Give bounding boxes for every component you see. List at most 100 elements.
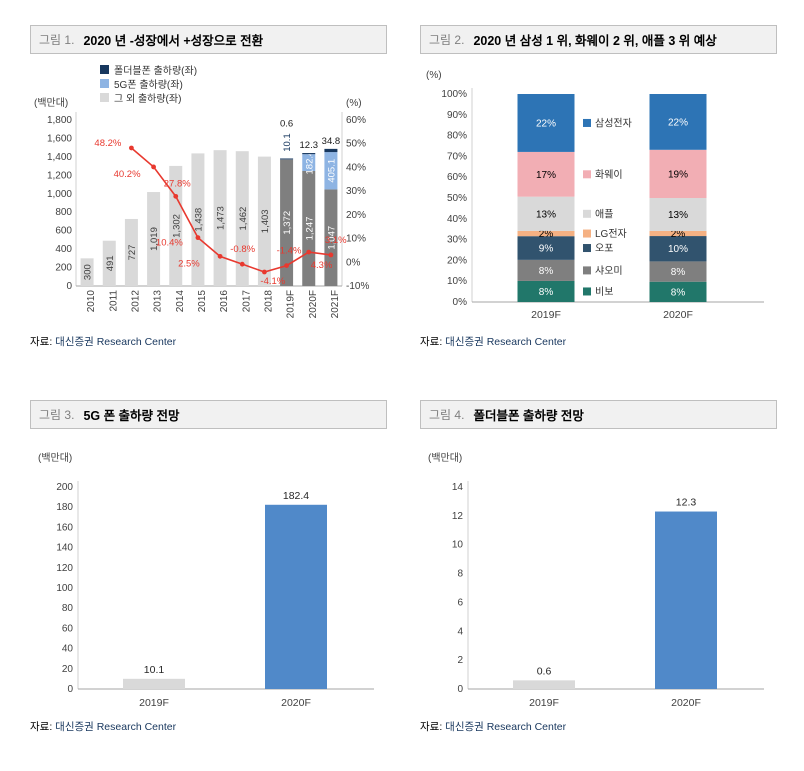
svg-text:8%: 8% xyxy=(539,266,554,277)
svg-text:13%: 13% xyxy=(668,210,688,221)
svg-text:60: 60 xyxy=(62,623,74,634)
svg-text:2020F: 2020F xyxy=(281,697,311,709)
svg-text:2018: 2018 xyxy=(263,290,274,313)
svg-text:2%: 2% xyxy=(539,229,554,240)
오포-swatch-icon xyxy=(583,244,591,253)
svg-text:40: 40 xyxy=(62,644,74,655)
svg-text:10.1: 10.1 xyxy=(144,664,165,676)
svg-text:10.1: 10.1 xyxy=(282,133,293,152)
svg-text:2020F: 2020F xyxy=(671,697,701,709)
svg-text:2019F: 2019F xyxy=(531,309,561,321)
svg-text:2013: 2013 xyxy=(153,290,164,313)
svg-text:애플: 애플 xyxy=(595,208,613,220)
figure4-tag: 그림 4. xyxy=(429,408,465,422)
svg-text:8%: 8% xyxy=(671,287,686,298)
LG전자-swatch-icon xyxy=(583,229,591,238)
svg-text:2016: 2016 xyxy=(219,290,230,313)
svg-text:50%: 50% xyxy=(447,193,467,204)
svg-text:1,047: 1,047 xyxy=(326,226,337,250)
chart2-bars: 8% 8% 9% 2% 13% 17% 22% 8% 8% 10% 2% 13% 19% 22% xyxy=(517,94,707,302)
svg-text:(%): (%) xyxy=(346,98,362,109)
svg-text:180: 180 xyxy=(56,502,73,513)
others-swatch-icon xyxy=(100,92,109,102)
svg-text:20: 20 xyxy=(62,664,74,675)
svg-text:10: 10 xyxy=(452,540,464,551)
svg-text:30%: 30% xyxy=(447,235,467,246)
svg-text:-1.4%: -1.4% xyxy=(277,246,302,257)
svg-text:2010: 2010 xyxy=(86,290,97,313)
svg-text:80: 80 xyxy=(62,603,74,614)
svg-text:2012: 2012 xyxy=(130,290,141,313)
svg-text:2%: 2% xyxy=(671,229,686,240)
chart3-plot: 0 20 40 60 80 100 120 140 160 180 200 (백만대) 10.1 2019… xyxy=(38,452,374,709)
source-prefix: 자료: xyxy=(420,721,443,733)
svg-text:50%: 50% xyxy=(346,139,366,150)
svg-text:90%: 90% xyxy=(447,110,467,121)
svg-text:-10%: -10% xyxy=(346,281,369,292)
figure3-header: 그림 3. 5G 폰 출하량 전망 xyxy=(30,400,387,429)
svg-text:-0.8%: -0.8% xyxy=(230,244,255,255)
chart1-bars: 300 491 727 1,019 1,302 1,438 1,473 1,462 1,403 1… xyxy=(80,118,341,286)
source-prefix: 자료: xyxy=(30,336,53,348)
svg-text:1,302: 1,302 xyxy=(171,214,182,238)
svg-text:2019F: 2019F xyxy=(529,697,559,709)
svg-text:405.1: 405.1 xyxy=(326,159,337,183)
svg-text:4: 4 xyxy=(457,626,463,637)
figure2-chart: 0% 10% 20% 30% 40% 50% 60% 70% 80% 90% 100% (%) 8% 8%… xyxy=(420,60,777,332)
svg-text:182.4: 182.4 xyxy=(304,151,315,175)
svg-text:40%: 40% xyxy=(447,214,467,225)
chart4-canvas: 0 2 4 6 8 10 12 14 (백만대) 0.6 2019F 12.3 2020F xyxy=(428,452,764,709)
figure1-panel: 그림 1. 2020 년 -성장에서 +성장으로 전환 폴더블폰 출하량(좌) … xyxy=(30,25,387,349)
svg-text:샤오미: 샤오미 xyxy=(595,265,623,277)
샤오미-swatch-icon xyxy=(583,266,591,275)
svg-text:10.4%: 10.4% xyxy=(156,238,183,249)
svg-text:10%: 10% xyxy=(447,276,467,287)
svg-text:20%: 20% xyxy=(447,255,467,266)
svg-text:48.2%: 48.2% xyxy=(94,138,121,149)
source-prefix: 자료: xyxy=(420,336,443,348)
svg-text:17%: 17% xyxy=(536,170,556,181)
fiveg-swatch-icon xyxy=(100,78,109,88)
svg-text:0.6: 0.6 xyxy=(537,665,552,677)
svg-text:비보: 비보 xyxy=(595,286,613,298)
svg-text:2014: 2014 xyxy=(175,290,186,313)
svg-text:1,800: 1,800 xyxy=(47,115,72,126)
svg-text:300: 300 xyxy=(83,264,94,280)
svg-text:13%: 13% xyxy=(536,209,556,220)
svg-text:600: 600 xyxy=(55,226,72,237)
svg-text:800: 800 xyxy=(55,207,72,218)
svg-text:22%: 22% xyxy=(668,117,688,128)
svg-text:60%: 60% xyxy=(346,115,366,126)
chart2-canvas: 0%10%20%30%40%50%60%70%80%90%100%(%)8%8%… xyxy=(426,70,764,321)
legend-item-others: 그 외 출하량(좌) xyxy=(100,90,197,105)
figure1-chart: 폴더블폰 출하량(좌) 5G폰 출하량(좌) 그 외 출하량(좌) 0 200 40… xyxy=(30,60,387,332)
svg-text:8%: 8% xyxy=(671,267,686,278)
svg-text:삼성전자: 삼성전자 xyxy=(595,117,632,129)
svg-text:3.1%: 3.1% xyxy=(325,235,347,246)
svg-text:2017: 2017 xyxy=(241,290,252,313)
svg-text:1,247: 1,247 xyxy=(304,217,315,241)
source-prefix: 자료: xyxy=(30,721,53,733)
svg-text:120: 120 xyxy=(56,563,73,574)
chart1-plot: 0 200 400 600 800 1,000 1,200 1,400 1,600 1,800 -1… xyxy=(34,97,369,318)
화웨이-swatch-icon xyxy=(583,170,591,179)
svg-text:182.4: 182.4 xyxy=(283,490,309,502)
svg-text:200: 200 xyxy=(55,263,72,274)
svg-text:34.8: 34.8 xyxy=(322,136,341,147)
figure1-tag: 그림 1. xyxy=(39,33,75,47)
figure3-chart: 0 20 40 60 80 100 120 140 160 180 200 (백만대) 10.1 2019… xyxy=(30,441,387,717)
svg-text:0: 0 xyxy=(67,684,73,695)
svg-text:(%): (%) xyxy=(426,70,442,81)
svg-text:1,462: 1,462 xyxy=(238,207,249,231)
figure4-header: 그림 4. 폴더블폰 출하량 전망 xyxy=(420,400,777,429)
svg-text:(백만대): (백만대) xyxy=(38,452,72,464)
svg-text:2: 2 xyxy=(457,655,463,666)
source-text: 대신증권 Research Center xyxy=(55,336,177,348)
figure3-tag: 그림 3. xyxy=(39,408,75,422)
figure3-panel: 그림 3. 5G 폰 출하량 전망 0 20 40 60 80 100 120 140 160 1… xyxy=(30,400,387,734)
svg-text:20%: 20% xyxy=(346,210,366,221)
figure3-title: 5G 폰 출하량 전망 xyxy=(83,409,180,423)
foldable-swatch-icon xyxy=(100,64,109,74)
svg-text:0.6: 0.6 xyxy=(280,118,293,129)
svg-text:70%: 70% xyxy=(447,151,467,162)
